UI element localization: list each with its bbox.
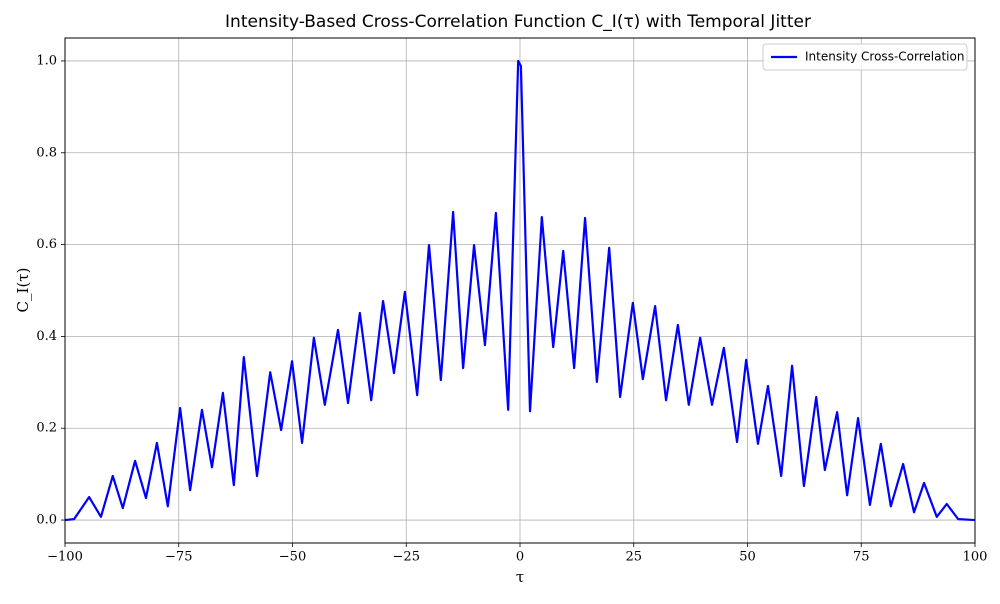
y-tick-label: 0.2 (36, 421, 57, 436)
y-tick-label: 1.0 (36, 53, 57, 68)
x-tick-label: 50 (739, 550, 756, 565)
chart-title: Intensity-Based Cross-Correlation Functi… (225, 12, 811, 32)
x-tick-label: 75 (853, 550, 870, 565)
x-tick-label: 0 (516, 550, 524, 565)
x-tick-label: −50 (279, 550, 306, 565)
y-tick-label: 0.0 (36, 513, 57, 528)
y-tick-label: 0.6 (36, 237, 57, 252)
x-tick-label: 100 (963, 550, 988, 565)
data-line (64, 59, 976, 522)
legend-box (762, 43, 968, 71)
y-tick-label: 0.4 (36, 329, 57, 344)
x-tick-label: −100 (47, 550, 83, 565)
legend-label: Intensity Cross-Correlation (805, 50, 964, 64)
x-axis-label: τ (516, 568, 524, 586)
y-tick-label: 0.8 (36, 145, 57, 160)
y-axis-label: C_I(τ) (14, 268, 32, 313)
plot-frame (64, 37, 976, 544)
x-tick-label: −75 (165, 550, 192, 565)
x-tick-label: −25 (393, 550, 420, 565)
x-tick-label: 25 (625, 550, 642, 565)
